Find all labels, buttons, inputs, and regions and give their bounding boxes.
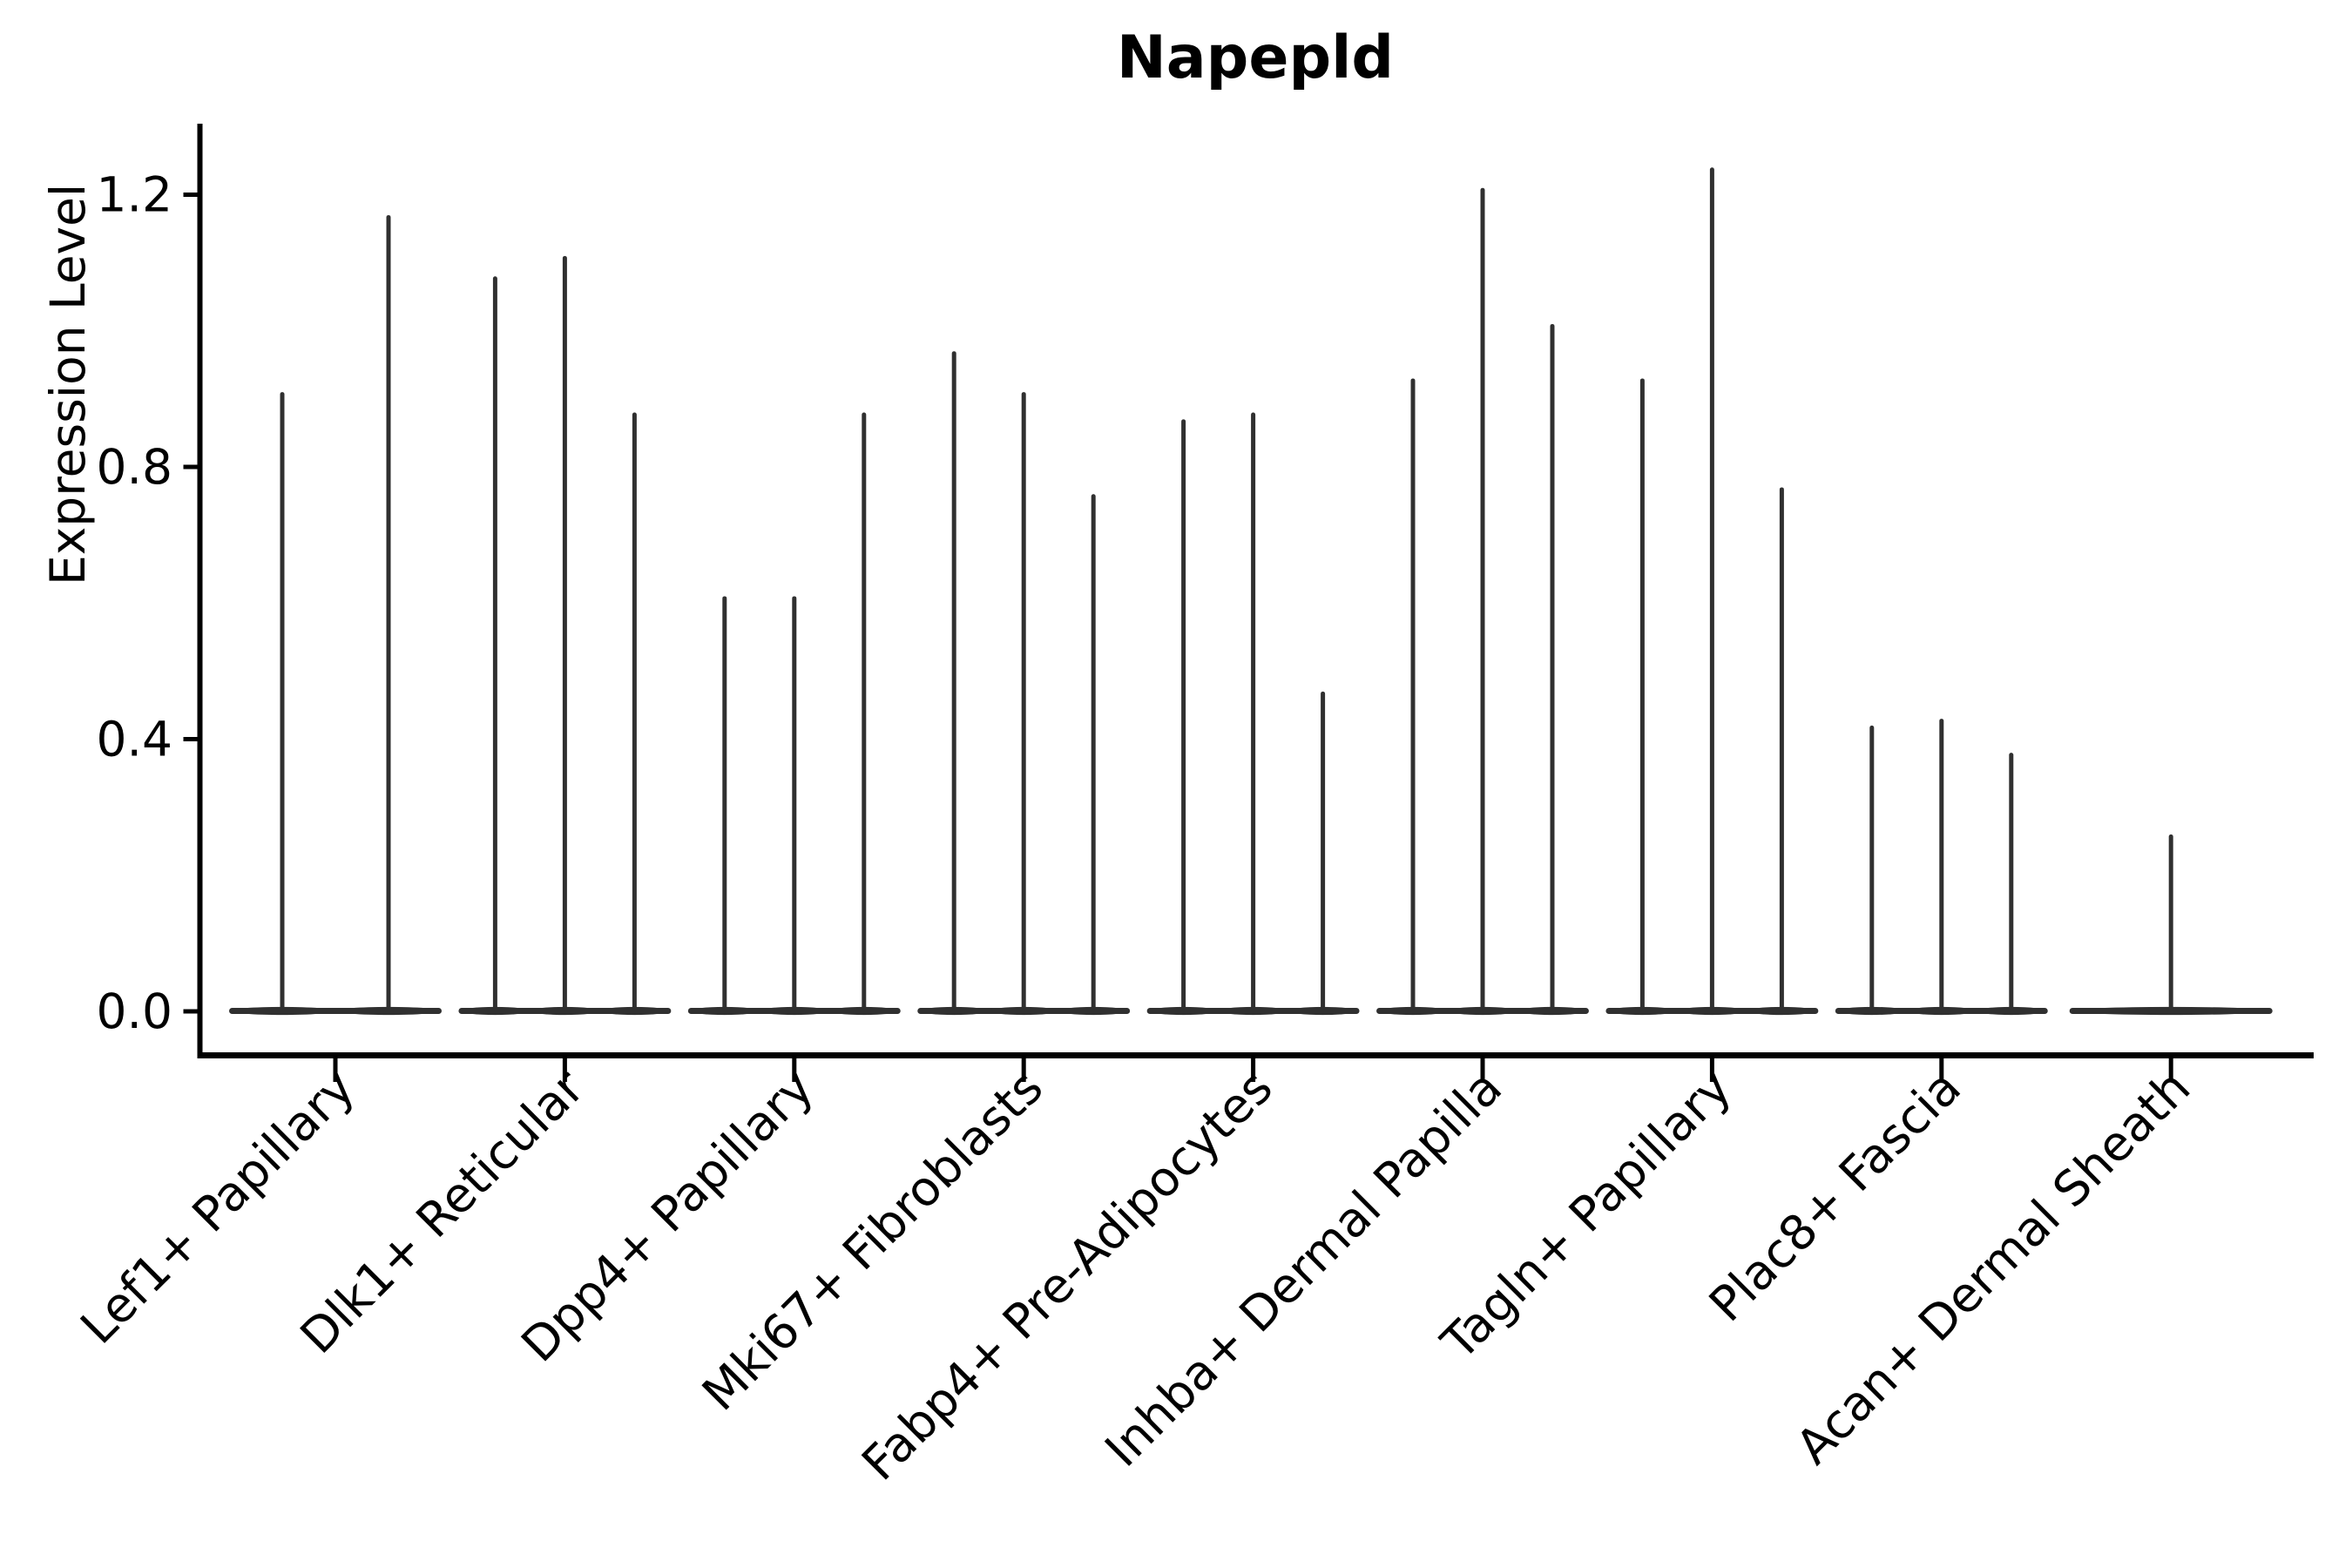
y-tick [183, 464, 198, 470]
violin-spike [862, 412, 867, 1013]
violin-spike [1550, 323, 1555, 1013]
violin-spike [792, 596, 797, 1013]
x-tick [1251, 1058, 1256, 1082]
y-tick [183, 193, 198, 197]
violin-spike [1709, 167, 1714, 1013]
violin-spike [1321, 691, 1326, 1013]
x-tick [2168, 1058, 2173, 1082]
violin-spike [2168, 834, 2173, 1013]
violin-spike [1410, 378, 1416, 1013]
violin-spike [1779, 487, 1784, 1013]
x-tick-label-5: Inhba+ Dermal Papilla [1094, 1059, 1512, 1477]
y-tick-label: 1.2 [97, 167, 172, 223]
x-tick [562, 1058, 567, 1082]
y-tick-label: 0.0 [97, 983, 172, 1039]
x-tick [1709, 1058, 1714, 1082]
x-tick [1480, 1058, 1485, 1082]
y-axis-spine [197, 124, 203, 1058]
violin-spike [722, 596, 727, 1013]
violin-spike [1091, 494, 1096, 1013]
x-tick [1939, 1058, 1944, 1082]
y-tick-label: 0.8 [97, 439, 172, 495]
x-tick [792, 1058, 797, 1082]
violin-spike [2009, 753, 2014, 1013]
violin-spike [632, 412, 637, 1013]
violin-spike [280, 392, 285, 1013]
y-tick [183, 1009, 198, 1014]
violin-spike [1480, 187, 1485, 1013]
violin-spike [1181, 419, 1186, 1013]
x-tick [1021, 1058, 1026, 1082]
x-tick-label-8: Acan+ Dermal Sheath [1785, 1059, 2200, 1475]
violin-spike [1939, 719, 1944, 1013]
violin-spike [1869, 725, 1875, 1013]
y-tick-label: 0.4 [97, 712, 172, 767]
y-tick [183, 737, 198, 741]
violin-spike [951, 351, 956, 1013]
violin-spike [386, 214, 391, 1013]
x-tick [333, 1058, 338, 1082]
x-tick-label-4: Fabp4+ Pre-Adipocytes [851, 1059, 1283, 1491]
violin-spike [1639, 378, 1645, 1013]
violin-spike [562, 255, 567, 1013]
violin-spike [492, 276, 497, 1013]
chart-title: Napepld [1116, 24, 1395, 92]
x-axis-spine [197, 1052, 2314, 1058]
violin-spike [1251, 412, 1256, 1013]
violin-spike [1021, 392, 1026, 1013]
